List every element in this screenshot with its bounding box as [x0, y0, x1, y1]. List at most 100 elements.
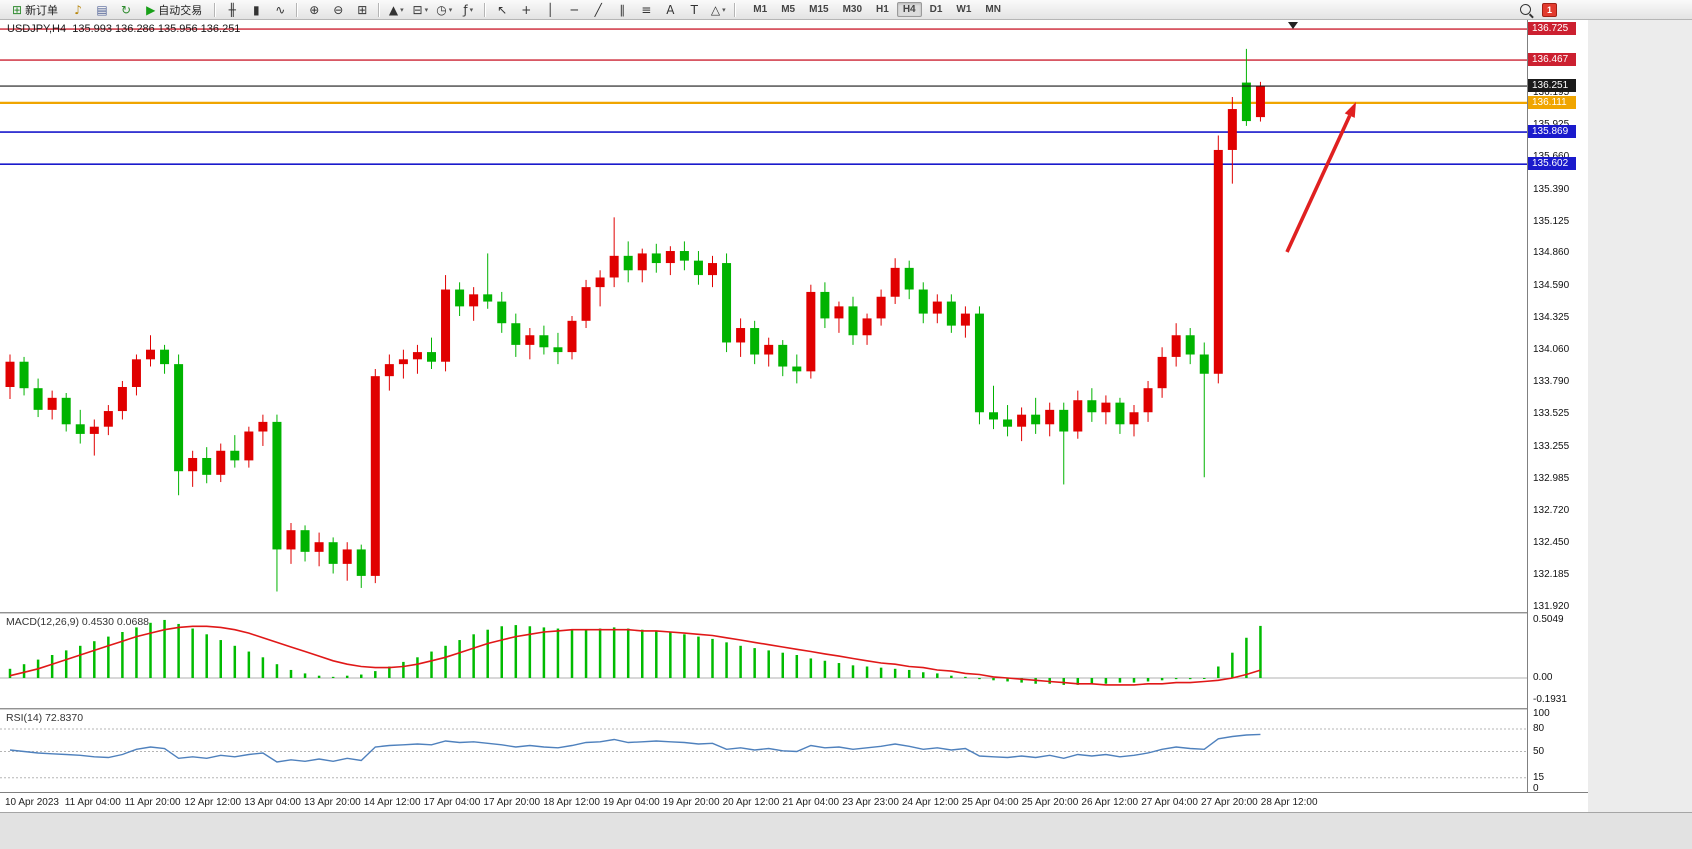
cursor-icon-glyph: ↖	[497, 2, 508, 17]
macd-pane[interactable]	[0, 614, 1527, 708]
macd-label: MACD(12,26,9) 0.4530 0.0688	[6, 616, 150, 628]
price-axis-label: 135.390	[1533, 183, 1570, 195]
timeframe-M5[interactable]: M5	[781, 4, 796, 15]
timeframe-H1[interactable]: H1	[876, 4, 889, 15]
dropdown-arrow-icon[interactable]: ▾	[469, 5, 474, 14]
main-price-chart[interactable]	[0, 20, 1527, 612]
price-axis-label: 132.985	[1533, 473, 1570, 485]
toolbar-separator	[484, 2, 487, 17]
time-axis-label: 28 Apr 12:00	[1260, 797, 1318, 808]
timeframe-W1[interactable]: W1	[956, 4, 972, 15]
line-chart-icon-glyph: ∿	[275, 2, 286, 17]
rsi-axis-label: 100	[1533, 708, 1550, 719]
shapes-icon-glyph: △	[710, 2, 721, 17]
rsi-axis-label: 15	[1533, 771, 1545, 783]
alerts-icon-glyph: ♪	[74, 2, 82, 17]
alerts-icon[interactable]: ♪	[67, 0, 89, 19]
pane-separator[interactable]	[0, 612, 1588, 614]
time-axis[interactable]: 10 Apr 2023 11 Apr 04:00 11 Apr 20:00 12 Ap…	[0, 792, 1588, 812]
text-icon[interactable]: A	[659, 0, 681, 19]
text-label-icon[interactable]: T	[683, 0, 705, 19]
time-axis-label: 13 Apr 20:00	[304, 797, 361, 808]
tile-windows-icon-glyph: ⊞	[357, 2, 368, 17]
toolbar-right-group: 1	[1513, 0, 1557, 19]
indicators-icon[interactable]: ƒ ▾	[457, 0, 479, 19]
time-axis-label: 10 Apr 2023	[5, 797, 59, 808]
candlestick-icon-glyph: ▮	[252, 2, 260, 17]
zoom-in-icon-glyph: ⊕	[309, 2, 320, 17]
cursor-icon[interactable]: ↖	[491, 0, 513, 19]
price-axis-label: 131.920	[1533, 601, 1570, 613]
auto-trading-button[interactable]: ▶ 自动交易	[139, 0, 209, 19]
shapes-icon[interactable]: △ ▾	[707, 0, 729, 19]
bar-chart-icon-glyph: ╫	[228, 2, 236, 17]
dropdown-arrow-icon[interactable]: ▾	[722, 5, 726, 14]
auto-scroll-icon[interactable]: ▲ ▾	[385, 0, 407, 19]
price-axis-label: 132.720	[1533, 504, 1570, 516]
magnifier-glyph-icon	[1519, 4, 1531, 15]
price-axis-label: 136.195	[1533, 86, 1570, 98]
time-axis-label: 23 Apr 23:00	[842, 797, 899, 808]
refresh-icon[interactable]: ↻	[115, 0, 137, 19]
time-axis-label: 27 Apr 04:00	[1141, 797, 1198, 808]
timeframe-M30[interactable]: M30	[842, 4, 863, 15]
auto-scroll-icon-glyph: ▲	[388, 2, 399, 17]
time-axis-label: 25 Apr 20:00	[1021, 797, 1079, 808]
timeframe-H4[interactable]: H4	[896, 2, 922, 17]
price-axis[interactable]: 136.195 135.925 135.660 135.390 135.125 134.8…	[1527, 20, 1588, 794]
crosshair-icon-glyph: +	[521, 2, 532, 17]
rsi-axis-label: 80	[1533, 723, 1545, 734]
price-axis-label: 134.860	[1533, 247, 1570, 259]
price-axis-label: 133.790	[1533, 376, 1570, 388]
timeframe-M1[interactable]: M1	[753, 4, 768, 15]
notification-badge[interactable]: 1	[1542, 2, 1557, 17]
macd-axis-label: 0.5049	[1533, 613, 1564, 625]
rsi-pane[interactable]	[0, 710, 1527, 792]
search-icon[interactable]	[1514, 0, 1536, 19]
rsi-axis-label: 0	[1533, 783, 1539, 794]
text-label-icon-glyph: T	[690, 2, 698, 17]
auto-trading-button-glyph: ▶	[146, 2, 156, 17]
timeframe-group: M1 M5 M15 M30 H1 H4 D1 W1 MN	[746, 2, 1008, 17]
tile-windows-icon[interactable]: ⊞	[351, 0, 373, 19]
line-chart-icon[interactable]: ∿	[269, 0, 291, 19]
zoom-in-icon[interactable]: ⊕	[303, 0, 325, 19]
rsi-label: RSI(14) 72.8370	[6, 712, 84, 724]
periods-icon[interactable]: ◷ ▾	[433, 0, 455, 19]
crosshair-icon[interactable]: +	[515, 0, 537, 19]
horizontal-line-icon[interactable]: ─	[563, 0, 585, 19]
timeframe-MN[interactable]: MN	[985, 4, 1001, 15]
time-axis-label: 17 Apr 20:00	[483, 797, 541, 808]
trendline-icon[interactable]: ╱	[587, 0, 609, 19]
price-axis-label: 133.525	[1533, 408, 1570, 420]
fibonacci-icon[interactable]: ≡	[635, 0, 657, 19]
new-chart-icon[interactable]: ⊟ ▾	[409, 0, 431, 19]
vertical-line-icon[interactable]: │	[539, 0, 561, 19]
timeframe-D1[interactable]: D1	[929, 4, 943, 15]
timeframe-M15[interactable]: M15	[809, 4, 829, 15]
price-axis-label: 132.450	[1533, 537, 1570, 549]
new-order-button[interactable]: ⊞ 新订单	[5, 0, 65, 19]
price-axis-label: 135.660	[1533, 152, 1569, 162]
market-watch-icon[interactable]: ▤	[91, 0, 113, 19]
time-axis-label: 19 Apr 20:00	[662, 797, 720, 808]
price-axis-label: 135.125	[1533, 215, 1570, 227]
dropdown-arrow-icon[interactable]: ▾	[448, 5, 453, 14]
time-axis-label: 19 Apr 04:00	[603, 797, 660, 808]
bar-chart-icon[interactable]: ╫	[221, 0, 243, 19]
channel-icon[interactable]: ∥	[611, 0, 633, 19]
time-axis-label: 17 Apr 04:00	[423, 797, 481, 808]
zoom-out-icon[interactable]: ⊖	[327, 0, 349, 19]
time-axis-label: 13 Apr 04:00	[244, 797, 301, 808]
price-tag: 136.725	[1528, 22, 1576, 36]
time-axis-label: 11 Apr 04:00	[64, 797, 121, 808]
pane-separator[interactable]	[0, 708, 1588, 710]
candlestick-icon[interactable]: ▮	[245, 0, 267, 19]
toolbar: ⊞ 新订单 ♪ ▤ ↻ ▶ 自动交易 ╫ ▮ ∿ ⊕ ⊖ ⊞ ▲ ▾ ⊟ ▾ ◷ ▾ ƒ ▾ ↖ + │ ─ ╱ ∥ ≡ A T △ ▾ M1…	[0, 0, 1692, 20]
dropdown-arrow-icon[interactable]: ▾	[424, 5, 429, 14]
price-tag: 136.111	[1528, 95, 1576, 109]
price-tag: 135.602	[1528, 157, 1576, 171]
time-axis-label: 26 Apr 12:00	[1081, 797, 1139, 808]
dropdown-arrow-icon[interactable]: ▾	[400, 5, 404, 14]
